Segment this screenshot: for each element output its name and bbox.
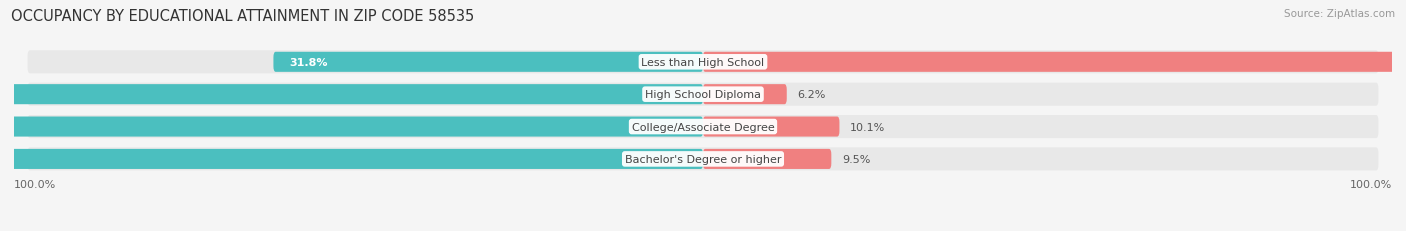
FancyBboxPatch shape [28,83,1378,106]
FancyBboxPatch shape [0,117,703,137]
FancyBboxPatch shape [703,117,839,137]
FancyBboxPatch shape [703,85,787,105]
Text: Source: ZipAtlas.com: Source: ZipAtlas.com [1284,9,1395,19]
Text: 10.1%: 10.1% [851,122,886,132]
Text: 31.8%: 31.8% [290,58,328,67]
FancyBboxPatch shape [703,149,831,169]
Text: OCCUPANCY BY EDUCATIONAL ATTAINMENT IN ZIP CODE 58535: OCCUPANCY BY EDUCATIONAL ATTAINMENT IN Z… [11,9,474,24]
Text: High School Diploma: High School Diploma [645,90,761,100]
FancyBboxPatch shape [28,148,1378,171]
FancyBboxPatch shape [703,52,1406,73]
Text: Less than High School: Less than High School [641,58,765,67]
Text: 6.2%: 6.2% [797,90,825,100]
FancyBboxPatch shape [273,52,703,73]
Text: Bachelor's Degree or higher: Bachelor's Degree or higher [624,154,782,164]
Text: 9.5%: 9.5% [842,154,870,164]
Text: 100.0%: 100.0% [14,179,56,189]
FancyBboxPatch shape [0,149,703,169]
FancyBboxPatch shape [28,51,1378,74]
Text: 100.0%: 100.0% [1350,179,1392,189]
Text: College/Associate Degree: College/Associate Degree [631,122,775,132]
FancyBboxPatch shape [28,116,1378,139]
FancyBboxPatch shape [0,85,703,105]
